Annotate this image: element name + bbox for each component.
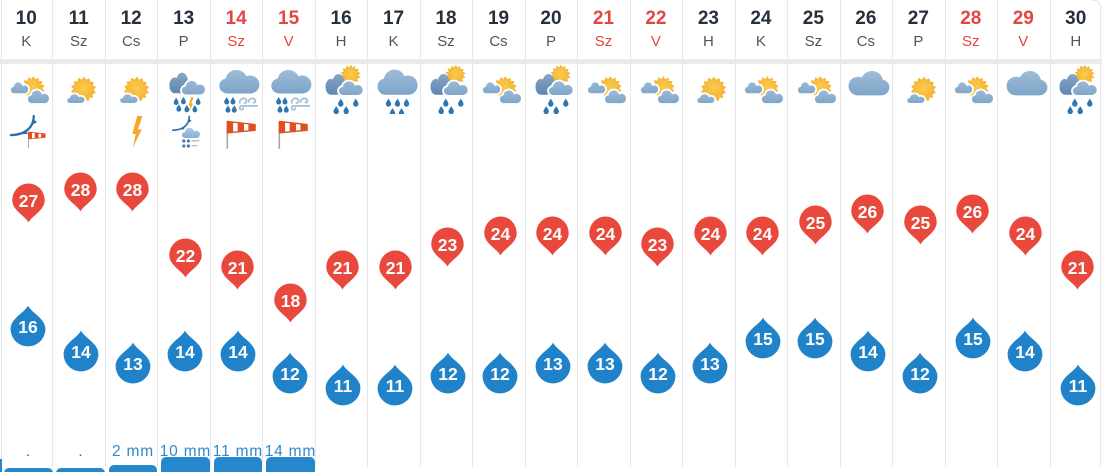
svg-text:13: 13 bbox=[700, 354, 720, 374]
svg-text:16: 16 bbox=[18, 317, 38, 337]
svg-text:14: 14 bbox=[176, 342, 196, 362]
svg-text:24: 24 bbox=[753, 224, 773, 244]
svg-text:14: 14 bbox=[71, 342, 91, 362]
svg-text:15: 15 bbox=[753, 329, 773, 349]
svg-text:15: 15 bbox=[963, 329, 983, 349]
svg-text:21: 21 bbox=[228, 258, 248, 278]
svg-text:26: 26 bbox=[858, 202, 878, 222]
svg-text:13: 13 bbox=[543, 354, 563, 374]
svg-text:23: 23 bbox=[438, 235, 458, 255]
svg-text:25: 25 bbox=[805, 213, 825, 233]
svg-text:24: 24 bbox=[491, 224, 511, 244]
svg-text:21: 21 bbox=[1068, 258, 1088, 278]
svg-text:25: 25 bbox=[910, 213, 930, 233]
svg-text:11: 11 bbox=[1068, 376, 1087, 396]
svg-text:27: 27 bbox=[18, 191, 37, 211]
svg-text:11: 11 bbox=[386, 376, 405, 396]
svg-text:24: 24 bbox=[543, 224, 563, 244]
svg-text:12: 12 bbox=[438, 364, 458, 384]
svg-text:13: 13 bbox=[123, 354, 143, 374]
svg-text:12: 12 bbox=[648, 364, 668, 384]
svg-text:14: 14 bbox=[1015, 342, 1035, 362]
svg-text:14: 14 bbox=[858, 342, 878, 362]
svg-text:11: 11 bbox=[334, 376, 353, 396]
svg-text:23: 23 bbox=[648, 235, 668, 255]
svg-text:24: 24 bbox=[1015, 224, 1035, 244]
svg-text:28: 28 bbox=[71, 180, 91, 200]
svg-text:26: 26 bbox=[963, 202, 983, 222]
svg-text:24: 24 bbox=[700, 224, 720, 244]
svg-text:28: 28 bbox=[123, 180, 143, 200]
svg-text:22: 22 bbox=[176, 247, 196, 267]
svg-text:12: 12 bbox=[281, 364, 301, 384]
svg-text:24: 24 bbox=[596, 224, 616, 244]
svg-text:12: 12 bbox=[491, 364, 511, 384]
svg-text:15: 15 bbox=[805, 329, 825, 349]
svg-text:13: 13 bbox=[596, 354, 616, 374]
svg-text:21: 21 bbox=[333, 258, 353, 278]
svg-text:14: 14 bbox=[228, 342, 248, 362]
svg-text:12: 12 bbox=[910, 364, 930, 384]
svg-text:21: 21 bbox=[386, 258, 406, 278]
svg-text:18: 18 bbox=[281, 291, 301, 311]
